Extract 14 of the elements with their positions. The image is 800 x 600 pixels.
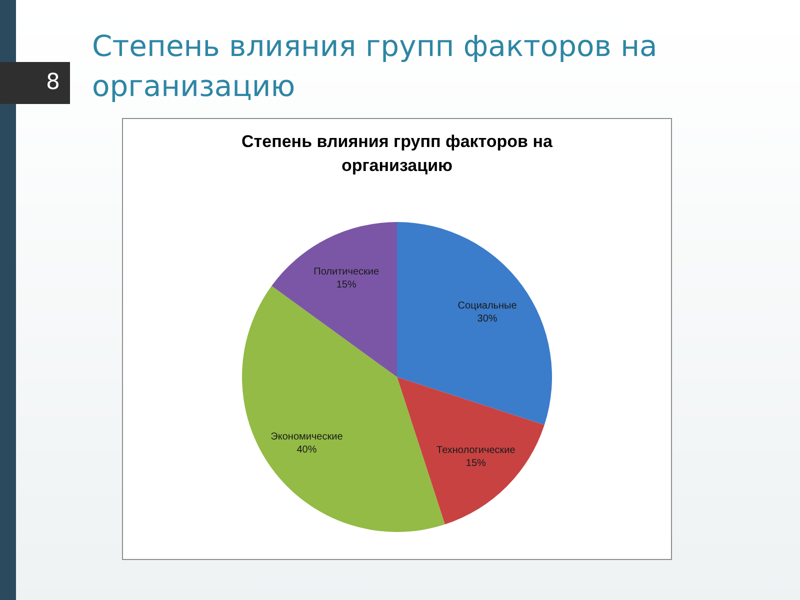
slice-label: Технологические [436, 444, 516, 456]
pie-slice [272, 222, 397, 377]
text: Степень влияния групп факторов на организацию [92, 28, 658, 105]
slice-label: Экономические [270, 432, 344, 443]
pie-slice [397, 377, 544, 524]
slice-label: Социальные [458, 300, 518, 312]
data-label: 40% [296, 444, 317, 456]
slice-label: Политические [314, 266, 380, 278]
text: 8 [0, 62, 70, 104]
data-label: 15% [466, 458, 486, 469]
chart-title: Степень влияния групп факторов на организацию [242, 132, 553, 175]
data-label: 30% [477, 313, 498, 324]
pie-slice [397, 222, 552, 425]
data-label: 15% [336, 280, 356, 291]
